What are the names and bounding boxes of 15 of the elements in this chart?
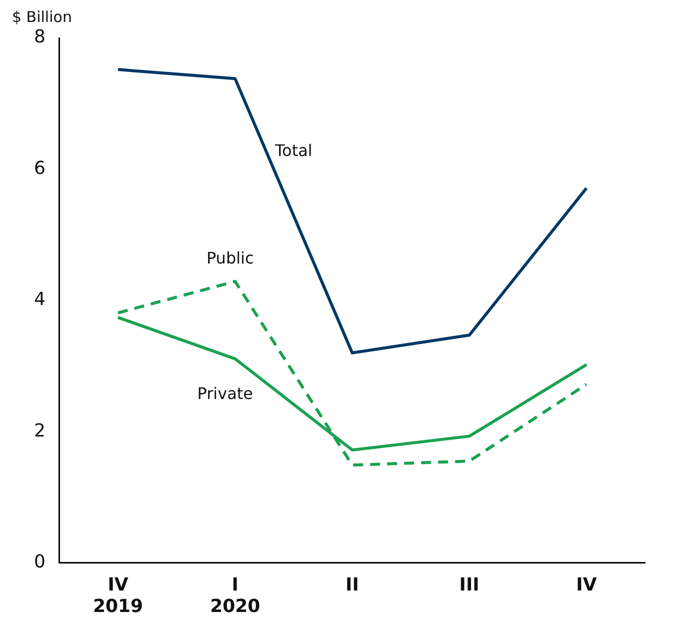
y-tick-label: 4 bbox=[34, 289, 46, 310]
y-axis-title: $ Billion bbox=[12, 8, 72, 26]
series-label: Private bbox=[197, 384, 254, 403]
series-label: Total bbox=[274, 140, 312, 160]
y-tick-label: 8 bbox=[34, 26, 46, 48]
line-series bbox=[116, 280, 588, 467]
x-tick-label: IV bbox=[576, 574, 597, 596]
x-tick-label: IV 2019 bbox=[92, 574, 144, 617]
y-tick-label: 2 bbox=[34, 420, 46, 442]
x-tick-label: III bbox=[459, 574, 480, 596]
series-label: Public bbox=[206, 248, 254, 268]
x-tick-label: I 2020 bbox=[210, 574, 260, 617]
x-tick-label: II bbox=[346, 574, 359, 596]
y-tick-label: 0 bbox=[34, 551, 46, 572]
y-tick-label: 6 bbox=[34, 158, 46, 179]
